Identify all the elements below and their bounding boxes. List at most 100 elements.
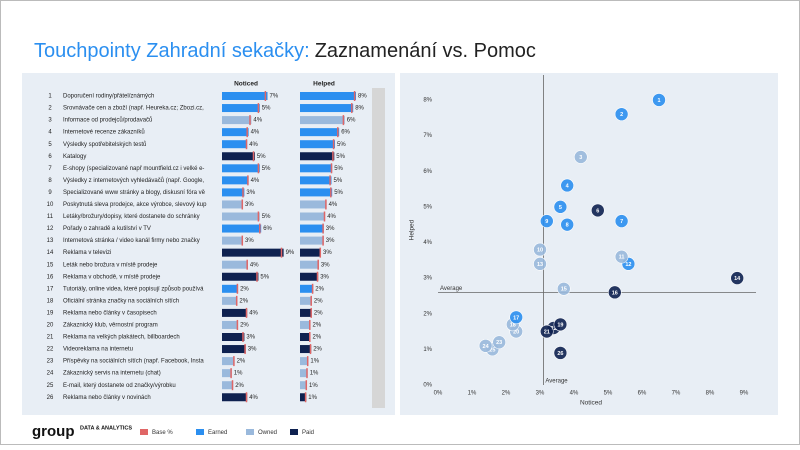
bubble <box>652 93 666 107</box>
bar <box>300 357 309 366</box>
bar <box>300 200 327 209</box>
bar <box>222 236 243 245</box>
rank: 20 <box>47 323 54 329</box>
value-label: 5% <box>334 178 343 184</box>
row-label: Reklama na velkých plakátech, billboarde… <box>63 335 180 341</box>
bar <box>222 296 238 305</box>
average-label: Average <box>545 379 568 385</box>
value-label: 9% <box>286 250 295 256</box>
bar <box>222 357 235 366</box>
row-label: Reklama v obchodě, v místě prodeje <box>63 274 161 280</box>
bubble-label: 11 <box>619 255 625 261</box>
bar <box>300 369 308 378</box>
row-label: Příspěvky na sociálních sítích (např. Fa… <box>63 359 204 365</box>
value-label: 2% <box>240 323 249 329</box>
value-label: 5% <box>262 106 271 112</box>
legend: Base % Earned Owned Paid <box>140 429 314 436</box>
row-label: Specializované www stránky a blogy, disk… <box>63 190 206 196</box>
value-label: 4% <box>251 178 260 184</box>
bubble-label: 23 <box>496 340 502 346</box>
bubble-label: 22 <box>551 326 557 332</box>
value-label: 3% <box>246 335 255 341</box>
value-label: 4% <box>249 395 258 401</box>
bubble <box>560 178 575 193</box>
bubble <box>614 249 629 264</box>
bubble <box>539 324 554 339</box>
rank: 22 <box>47 347 54 353</box>
value-label: 4% <box>253 118 262 124</box>
bubble <box>614 214 629 228</box>
bar <box>300 116 345 125</box>
bar <box>222 92 268 100</box>
bar <box>300 296 312 305</box>
value-label: 5% <box>262 214 271 220</box>
bar <box>300 393 307 402</box>
row-label: Katalogy <box>63 154 86 160</box>
value-label: 2% <box>313 335 322 341</box>
column-header: Helped <box>313 81 335 88</box>
value-label: 1% <box>310 371 319 377</box>
rank: 17 <box>47 286 54 292</box>
bubble-label: 13 <box>537 262 543 268</box>
rank: 21 <box>47 335 54 341</box>
bar <box>222 116 252 125</box>
bar <box>222 164 260 173</box>
bubble-label: 17 <box>513 315 519 321</box>
legend-label: Owned <box>258 430 277 436</box>
bubble-label: 16 <box>612 290 618 296</box>
value-label: 3% <box>245 202 254 208</box>
bar <box>222 345 246 354</box>
bar <box>300 140 335 149</box>
value-label: 2% <box>314 298 323 304</box>
bar <box>222 188 245 197</box>
row-label: E-mail, který dostanete od značky/výrobk… <box>63 383 176 389</box>
scrollbar <box>372 88 385 408</box>
rank: 13 <box>47 238 54 244</box>
bar <box>222 369 232 378</box>
rank: 1 <box>48 94 52 100</box>
value-label: 8% <box>355 106 364 112</box>
value-label: 3% <box>245 238 254 244</box>
bar <box>300 272 319 281</box>
value-label: 3% <box>248 347 257 353</box>
bubble-label: 21 <box>544 330 550 336</box>
bar <box>300 164 333 173</box>
x-tick-label: 0% <box>434 391 443 397</box>
bubble <box>533 242 547 257</box>
bar <box>300 284 314 293</box>
row-label: Výsledky spotřebitelských testů <box>63 141 146 148</box>
title-part: Touchpointy Zahradní sekačky: <box>34 40 310 62</box>
value-label: 8% <box>358 94 367 100</box>
bubble-label: 25 <box>489 347 495 353</box>
y-tick-label: 4% <box>423 240 432 246</box>
value-label: 5% <box>336 154 345 160</box>
bubble <box>556 281 571 296</box>
rank: 3 <box>48 118 52 124</box>
bar <box>222 224 262 233</box>
bar <box>222 393 248 402</box>
x-tick-label: 9% <box>740 391 749 397</box>
value-label: 4% <box>249 142 258 148</box>
rank: 10 <box>47 202 54 208</box>
bar <box>222 381 234 390</box>
value-label: 1% <box>309 383 318 389</box>
bar <box>222 152 255 161</box>
average-label: Average <box>440 286 463 292</box>
rank: 5 <box>48 142 52 148</box>
bubble-label: 10 <box>537 248 543 254</box>
bubble-label: 8 <box>566 223 569 229</box>
bar <box>222 140 248 149</box>
bubble-label: 15 <box>561 287 567 293</box>
row-label: Zákaznický klub, věrnostní program <box>63 323 158 329</box>
bubble-label: 14 <box>734 276 741 282</box>
rank: 19 <box>47 310 54 316</box>
bar <box>222 212 260 221</box>
bubble-label: 20 <box>513 330 519 336</box>
bar <box>222 333 245 341</box>
title-part: Zaznamenání vs. Pomoc <box>315 40 536 62</box>
value-label: 5% <box>260 274 269 280</box>
value-label: 2% <box>314 310 323 316</box>
table: Noticed Helped Doporučení rodiny/přátel/zn… <box>47 81 367 403</box>
value-label: 1% <box>310 359 319 365</box>
